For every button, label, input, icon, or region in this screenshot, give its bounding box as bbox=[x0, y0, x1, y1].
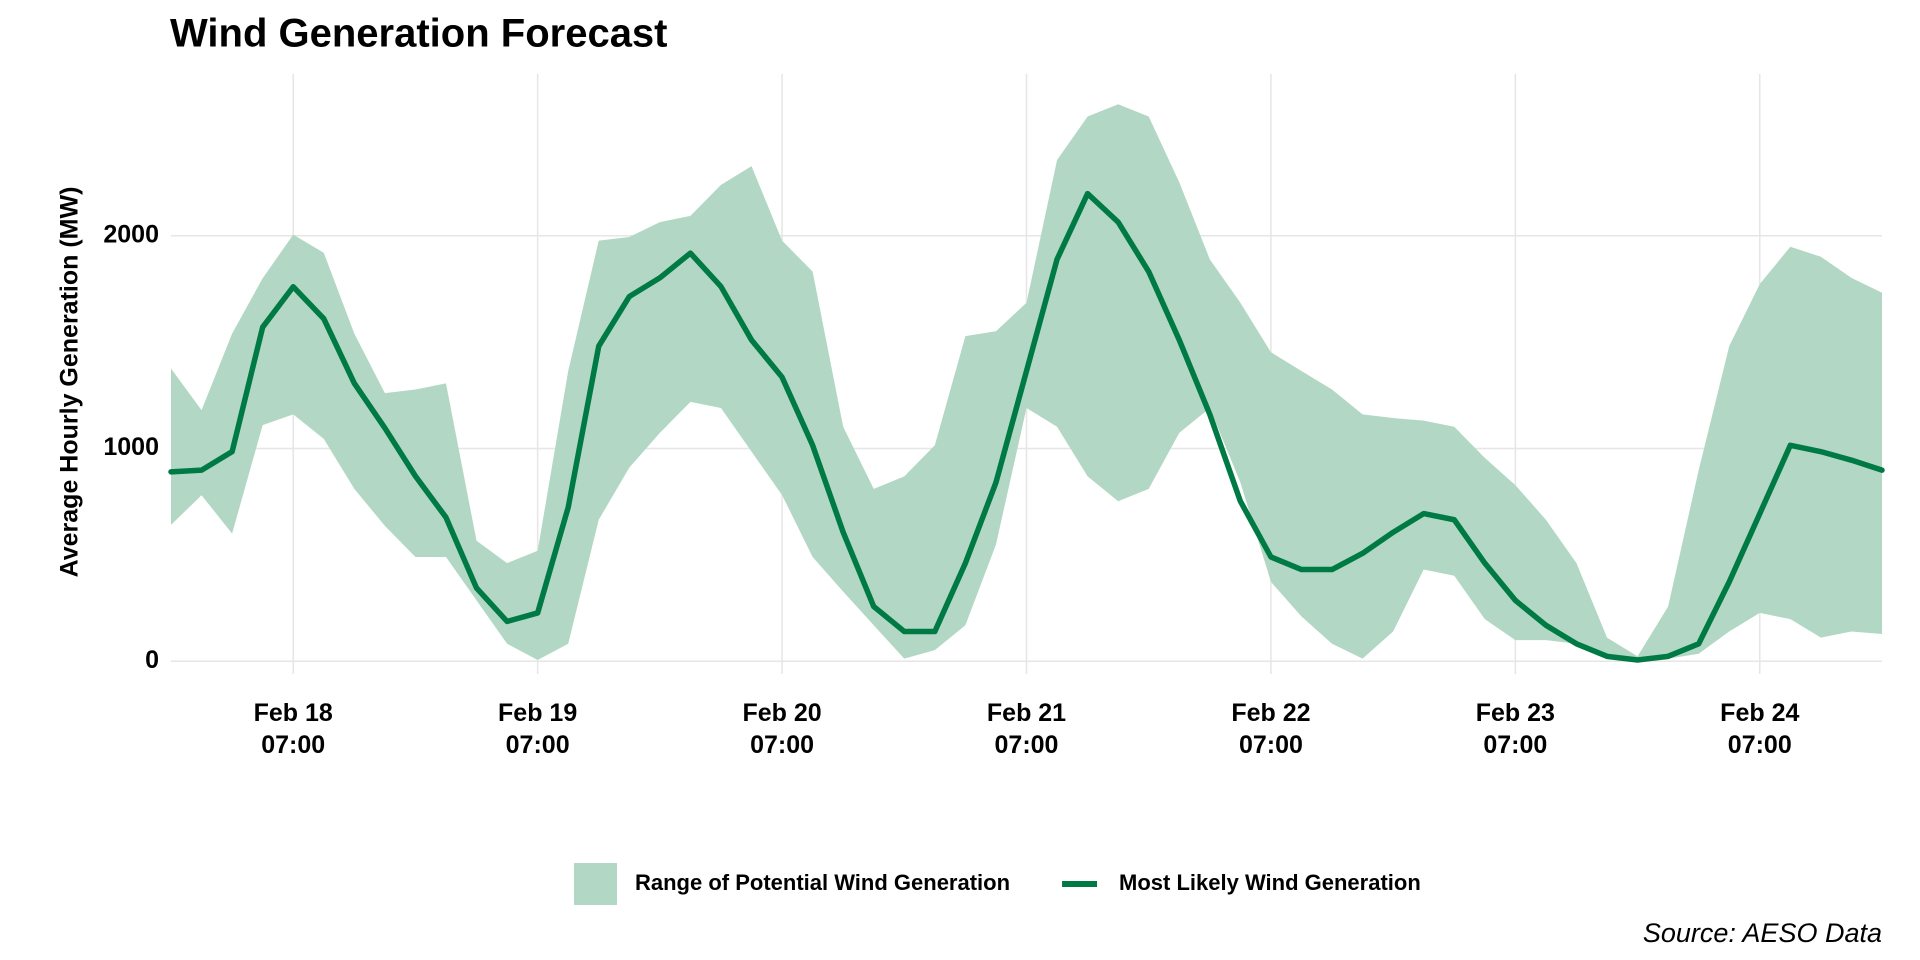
legend-swatch bbox=[574, 863, 617, 905]
forecast-line bbox=[168, 190, 1885, 663]
source-note: Source: AESO Data bbox=[1643, 918, 1882, 948]
y-axis-title: Average Hourly Generation (MW) bbox=[56, 187, 84, 578]
y-tick-label: 1000 bbox=[103, 433, 159, 461]
y-tick-label: 2000 bbox=[103, 220, 159, 248]
x-tick-label: Feb 21 07:00 bbox=[986, 699, 1067, 759]
x-tick-label: Feb 22 07:00 bbox=[1231, 699, 1311, 759]
x-tick-label: Feb 19 07:00 bbox=[498, 699, 578, 759]
x-tick-label: Feb 23 07:00 bbox=[1475, 699, 1555, 759]
x-tick-label: Feb 20 07:00 bbox=[742, 699, 822, 759]
chart-title: Wind Generation Forecast bbox=[170, 12, 668, 56]
x-tick-label: Feb 18 07:00 bbox=[253, 699, 333, 759]
x-tick-label: Feb 24 07:00 bbox=[1720, 699, 1800, 759]
legend-label: Range of Potential Wind Generation bbox=[635, 870, 1010, 895]
legend-label: Most Likely Wind Generation bbox=[1119, 870, 1421, 895]
y-tick-label: 0 bbox=[145, 646, 159, 674]
